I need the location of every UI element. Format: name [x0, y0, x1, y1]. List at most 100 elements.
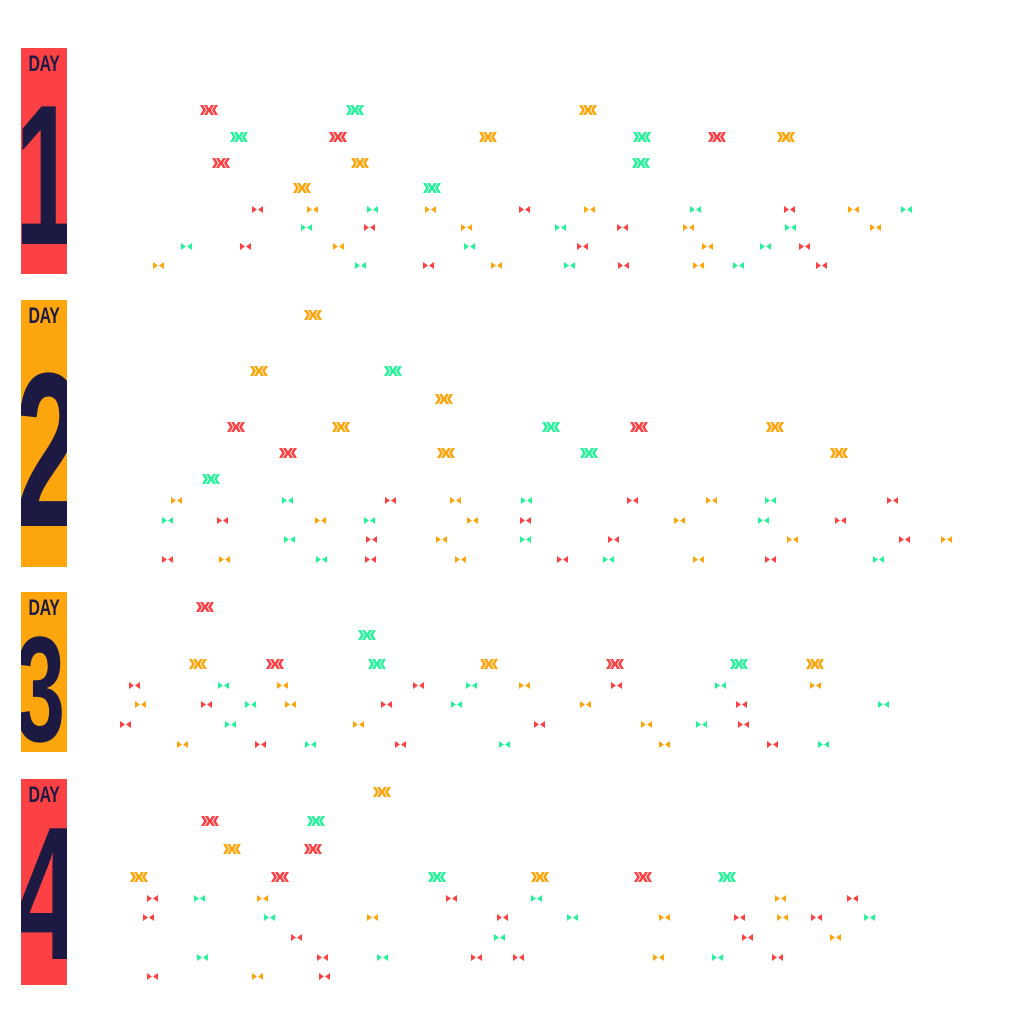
event-mark-small: [777, 914, 788, 921]
event-mark-small: [618, 262, 629, 269]
event-mark-large: [633, 132, 651, 142]
event-mark-small: [366, 536, 377, 543]
event-mark-small: [641, 721, 652, 728]
event-mark-large: [437, 448, 455, 458]
event-mark-small: [702, 243, 713, 250]
day-3-label: DAY: [28, 595, 60, 620]
event-mark-small: [353, 721, 364, 728]
event-mark-small: [464, 243, 475, 250]
event-mark-large: [542, 422, 560, 432]
event-mark-small: [194, 895, 205, 902]
event-mark-large: [293, 183, 311, 193]
event-mark-large: [271, 872, 289, 882]
event-mark-small: [887, 497, 898, 504]
event-mark-small: [775, 895, 786, 902]
event-mark-small: [451, 701, 462, 708]
event-mark-large: [480, 659, 498, 669]
event-mark-small: [219, 556, 230, 563]
event-mark-small: [580, 701, 591, 708]
event-mark-large: [606, 659, 624, 669]
event-mark-small: [736, 701, 747, 708]
event-mark-small: [162, 517, 173, 524]
event-mark-large: [250, 366, 268, 376]
event-mark-large: [580, 448, 598, 458]
day-3-number: 3: [21, 614, 65, 752]
event-mark-small: [365, 556, 376, 563]
event-mark-small: [603, 556, 614, 563]
event-mark-small: [513, 954, 524, 961]
event-mark-small: [446, 895, 457, 902]
event-mark-small: [577, 243, 588, 250]
event-mark-small: [385, 497, 396, 504]
event-mark-large: [346, 105, 364, 115]
event-mark-small: [291, 934, 302, 941]
event-mark-small: [693, 556, 704, 563]
event-mark-small: [521, 497, 532, 504]
event-mark-small: [497, 914, 508, 921]
event-mark-small: [377, 954, 388, 961]
event-mark-small: [830, 934, 841, 941]
event-mark-large: [766, 422, 784, 432]
event-mark-small: [245, 701, 256, 708]
event-mark-small: [742, 934, 753, 941]
event-mark-small: [316, 556, 327, 563]
event-mark-large: [358, 630, 376, 640]
event-mark-small: [811, 914, 822, 921]
event-mark-small: [758, 517, 769, 524]
day-1-number: 1: [21, 76, 67, 275]
event-mark-small: [301, 224, 312, 231]
event-mark-small: [738, 721, 749, 728]
event-mark-large: [212, 158, 230, 168]
event-mark-large: [708, 132, 726, 142]
event-mark-small: [693, 262, 704, 269]
event-mark-large: [189, 659, 207, 669]
event-mark-small: [715, 682, 726, 689]
event-mark-small: [177, 741, 188, 748]
event-mark-small: [534, 721, 545, 728]
event-mark-small: [696, 721, 707, 728]
event-mark-large: [630, 422, 648, 432]
event-mark-small: [147, 895, 158, 902]
event-mark-small: [395, 741, 406, 748]
event-mark-small: [129, 682, 140, 689]
event-mark-small: [564, 262, 575, 269]
event-mark-small: [567, 914, 578, 921]
event-mark-large: [632, 158, 650, 168]
event-mark-large: [307, 816, 325, 826]
event-mark-small: [355, 262, 366, 269]
event-mark-small: [120, 721, 131, 728]
event-mark-small: [436, 536, 447, 543]
event-mark-large: [304, 310, 322, 320]
event-mark-small: [899, 536, 910, 543]
event-mark-large: [200, 105, 218, 115]
event-mark-large: [201, 816, 219, 826]
event-mark-small: [315, 517, 326, 524]
event-mark-small: [941, 536, 952, 543]
event-mark-large: [806, 659, 824, 669]
event-mark-large: [223, 844, 241, 854]
event-mark-small: [767, 741, 778, 748]
day-1-label: DAY: [28, 51, 60, 76]
day-4-label: DAY: [28, 782, 60, 807]
event-mark-small: [519, 682, 530, 689]
event-mark-small: [162, 556, 173, 563]
event-mark-small: [285, 701, 296, 708]
event-mark-small: [153, 262, 164, 269]
event-mark-small: [712, 954, 723, 961]
event-mark-small: [333, 243, 344, 250]
event-mark-large: [579, 105, 597, 115]
event-mark-small: [181, 243, 192, 250]
event-mark-small: [467, 517, 478, 524]
event-mark-small: [555, 224, 566, 231]
event-mark-small: [765, 497, 776, 504]
event-mark-large: [479, 132, 497, 142]
event-mark-small: [878, 701, 889, 708]
event-mark-small: [284, 536, 295, 543]
event-mark-small: [870, 224, 881, 231]
event-mark-small: [520, 536, 531, 543]
event-mark-large: [332, 422, 350, 432]
day-1-marker: DAY 1: [21, 48, 67, 274]
event-mark-small: [765, 556, 776, 563]
event-mark-large: [428, 872, 446, 882]
